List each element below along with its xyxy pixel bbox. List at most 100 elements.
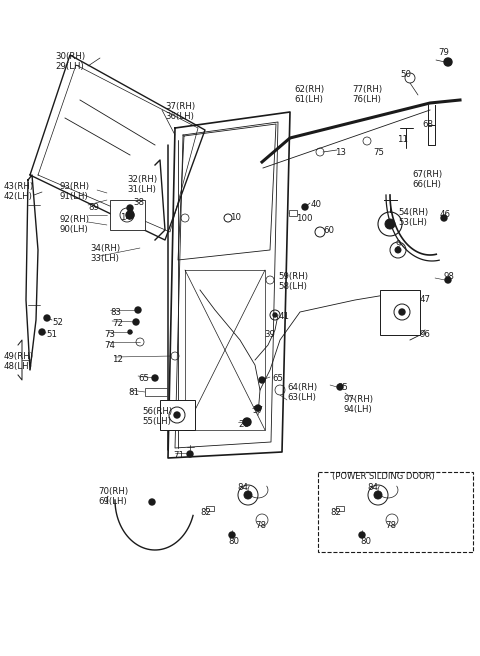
Text: 12: 12	[112, 355, 123, 364]
Text: 38: 38	[133, 198, 144, 207]
Text: 93(RH): 93(RH)	[60, 182, 90, 191]
Text: 40: 40	[311, 200, 322, 209]
Text: 36(LH): 36(LH)	[165, 112, 194, 121]
Bar	[318, 472, 473, 552]
Circle shape	[127, 205, 133, 211]
Text: 65: 65	[272, 374, 283, 383]
Text: 100: 100	[296, 214, 312, 223]
Circle shape	[441, 215, 447, 221]
Text: 61(LH): 61(LH)	[294, 95, 323, 104]
Circle shape	[133, 319, 139, 325]
Text: 79: 79	[438, 48, 449, 57]
Text: 63(LH): 63(LH)	[287, 393, 316, 402]
Text: 60: 60	[323, 226, 334, 235]
Text: 9: 9	[396, 240, 401, 249]
Text: 77(RH): 77(RH)	[352, 85, 382, 94]
Circle shape	[259, 377, 265, 383]
Text: 78: 78	[255, 521, 266, 530]
Circle shape	[255, 405, 261, 411]
Text: 73: 73	[104, 330, 115, 339]
Circle shape	[444, 58, 452, 66]
Circle shape	[126, 211, 134, 219]
Text: 71: 71	[173, 451, 184, 460]
Circle shape	[273, 313, 277, 317]
Text: 76(LH): 76(LH)	[352, 95, 381, 104]
Polygon shape	[168, 112, 290, 458]
Circle shape	[229, 532, 235, 538]
Circle shape	[187, 451, 193, 457]
Text: 57: 57	[252, 406, 263, 415]
Text: 47: 47	[420, 295, 431, 304]
Text: 39: 39	[264, 330, 275, 339]
Circle shape	[302, 204, 308, 210]
Text: 11: 11	[397, 135, 408, 144]
Text: 84: 84	[367, 483, 378, 492]
Text: 56(RH): 56(RH)	[142, 407, 172, 416]
Text: 51: 51	[46, 330, 57, 339]
Bar	[110, 200, 145, 230]
Text: 37(RH): 37(RH)	[165, 102, 195, 111]
Text: 41: 41	[279, 312, 290, 321]
Circle shape	[128, 330, 132, 334]
Bar	[145, 388, 167, 396]
Text: 89: 89	[88, 203, 99, 212]
Text: 42(LH): 42(LH)	[4, 192, 33, 201]
Text: 82: 82	[330, 508, 341, 517]
Circle shape	[244, 491, 252, 499]
Text: 49(RH): 49(RH)	[4, 352, 34, 361]
Text: 48(LH): 48(LH)	[4, 362, 33, 371]
Circle shape	[374, 491, 382, 499]
Text: 80: 80	[228, 537, 239, 546]
Circle shape	[174, 412, 180, 418]
Text: 33(LH): 33(LH)	[90, 254, 119, 263]
Text: 82: 82	[200, 508, 211, 517]
Text: 78: 78	[385, 521, 396, 530]
Bar	[206, 506, 214, 511]
Circle shape	[359, 532, 365, 538]
Text: 59(RH): 59(RH)	[278, 272, 308, 281]
Circle shape	[149, 499, 155, 505]
Circle shape	[243, 418, 251, 426]
Circle shape	[337, 384, 343, 390]
Circle shape	[385, 219, 395, 229]
Bar	[289, 210, 297, 216]
Text: 98: 98	[443, 272, 454, 281]
Circle shape	[395, 247, 401, 253]
Text: 31(LH): 31(LH)	[127, 185, 156, 194]
Text: 62(RH): 62(RH)	[294, 85, 324, 94]
Text: 68: 68	[422, 120, 433, 129]
Bar	[160, 400, 195, 430]
Bar	[380, 290, 420, 335]
Text: 34(RH): 34(RH)	[90, 244, 120, 253]
Text: 69(LH): 69(LH)	[98, 497, 127, 506]
Text: 46: 46	[440, 210, 451, 219]
Text: 90(LH): 90(LH)	[60, 225, 89, 234]
Text: 58(LH): 58(LH)	[278, 282, 307, 291]
Text: 53(LH): 53(LH)	[398, 218, 427, 227]
Circle shape	[399, 309, 405, 315]
Text: 81: 81	[128, 388, 139, 397]
Text: 14: 14	[120, 213, 131, 222]
Text: 66(LH): 66(LH)	[412, 180, 441, 189]
Text: 83: 83	[110, 308, 121, 317]
Text: 29(LH): 29(LH)	[55, 62, 84, 71]
Text: 84: 84	[237, 483, 248, 492]
Text: 54(RH): 54(RH)	[398, 208, 428, 217]
Text: (POWER SILDING DOOR): (POWER SILDING DOOR)	[332, 472, 435, 481]
Text: 70(RH): 70(RH)	[98, 487, 128, 496]
Text: 26: 26	[238, 420, 249, 429]
Text: 74: 74	[104, 341, 115, 350]
Text: 92(RH): 92(RH)	[60, 215, 90, 224]
Text: 64(RH): 64(RH)	[287, 383, 317, 392]
Text: 52: 52	[52, 318, 63, 327]
Text: 32(RH): 32(RH)	[127, 175, 157, 184]
Text: 50: 50	[400, 70, 411, 79]
Text: 94(LH): 94(LH)	[344, 405, 373, 414]
Text: 10: 10	[230, 213, 241, 222]
Text: 72: 72	[112, 319, 123, 328]
Circle shape	[152, 375, 158, 381]
Text: 55(LH): 55(LH)	[142, 417, 171, 426]
Text: 67(RH): 67(RH)	[412, 170, 442, 179]
Text: 91(LH): 91(LH)	[60, 192, 89, 201]
Circle shape	[39, 329, 45, 335]
